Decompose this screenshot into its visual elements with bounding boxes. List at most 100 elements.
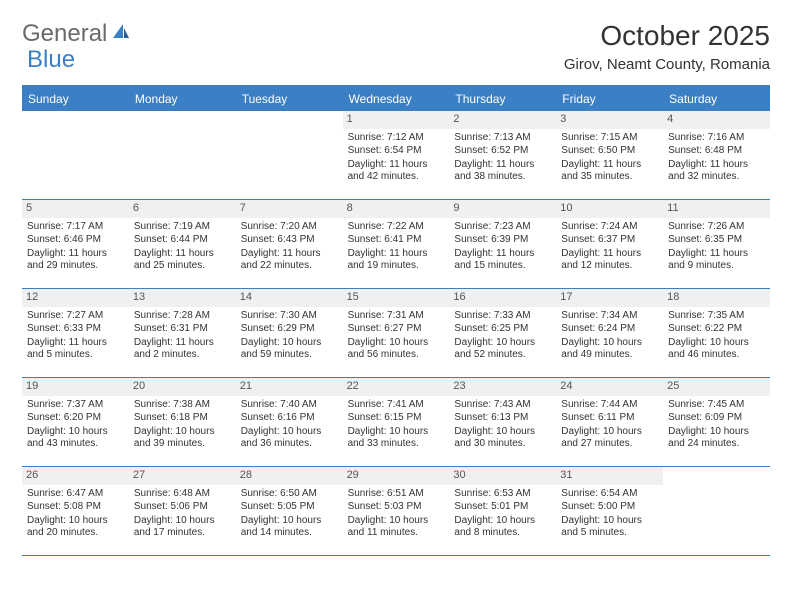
day-number: 22 [343, 378, 450, 396]
day-header-row: Sunday Monday Tuesday Wednesday Thursday… [22, 87, 770, 111]
daylight-text: Daylight: 11 hours and 12 minutes. [561, 248, 658, 273]
daylight-text: Daylight: 11 hours and 35 minutes. [561, 159, 658, 184]
day-number: 9 [449, 200, 556, 218]
daylight-text: Daylight: 11 hours and 15 minutes. [454, 248, 551, 273]
day-cell: 18Sunrise: 7:35 AMSunset: 6:22 PMDayligh… [663, 289, 770, 377]
sunset-text: Sunset: 6:54 PM [348, 145, 445, 158]
location: Girov, Neamt County, Romania [564, 56, 770, 73]
day-number: 14 [236, 289, 343, 307]
day-cell: 24Sunrise: 7:44 AMSunset: 6:11 PMDayligh… [556, 378, 663, 466]
sunrise-text: Sunrise: 6:53 AM [454, 488, 551, 501]
day-cell: 20Sunrise: 7:38 AMSunset: 6:18 PMDayligh… [129, 378, 236, 466]
sunset-text: Sunset: 6:33 PM [27, 323, 124, 336]
day-cell: 21Sunrise: 7:40 AMSunset: 6:16 PMDayligh… [236, 378, 343, 466]
sunset-text: Sunset: 6:50 PM [561, 145, 658, 158]
day-number: 29 [343, 467, 450, 485]
sunset-text: Sunset: 6:37 PM [561, 234, 658, 247]
daylight-text: Daylight: 10 hours and 5 minutes. [561, 515, 658, 540]
daylight-text: Daylight: 11 hours and 2 minutes. [134, 337, 231, 362]
sunset-text: Sunset: 6:24 PM [561, 323, 658, 336]
week-row: ...1Sunrise: 7:12 AMSunset: 6:54 PMDayli… [22, 111, 770, 200]
daylight-text: Daylight: 11 hours and 32 minutes. [668, 159, 765, 184]
sunset-text: Sunset: 6:15 PM [348, 412, 445, 425]
sunset-text: Sunset: 6:27 PM [348, 323, 445, 336]
logo-sail-icon [111, 22, 131, 40]
day-number: 19 [22, 378, 129, 396]
daylight-text: Daylight: 10 hours and 24 minutes. [668, 426, 765, 451]
daylight-text: Daylight: 10 hours and 30 minutes. [454, 426, 551, 451]
dayhead-thu: Thursday [449, 87, 556, 111]
sunset-text: Sunset: 6:35 PM [668, 234, 765, 247]
sunrise-text: Sunrise: 7:24 AM [561, 221, 658, 234]
sunrise-text: Sunrise: 7:20 AM [241, 221, 338, 234]
day-cell: 16Sunrise: 7:33 AMSunset: 6:25 PMDayligh… [449, 289, 556, 377]
header: General October 2025 Girov, Neamt County… [22, 20, 770, 73]
day-cell: 4Sunrise: 7:16 AMSunset: 6:48 PMDaylight… [663, 111, 770, 199]
daylight-text: Daylight: 11 hours and 22 minutes. [241, 248, 338, 273]
day-number: 13 [129, 289, 236, 307]
dayhead-wed: Wednesday [343, 87, 450, 111]
daylight-text: Daylight: 11 hours and 42 minutes. [348, 159, 445, 184]
day-number: 6 [129, 200, 236, 218]
daylight-text: Daylight: 11 hours and 5 minutes. [27, 337, 124, 362]
day-cell: 31Sunrise: 6:54 AMSunset: 5:00 PMDayligh… [556, 467, 663, 555]
sunset-text: Sunset: 6:52 PM [454, 145, 551, 158]
day-number: 10 [556, 200, 663, 218]
sunset-text: Sunset: 6:31 PM [134, 323, 231, 336]
day-number: 18 [663, 289, 770, 307]
day-cell: 3Sunrise: 7:15 AMSunset: 6:50 PMDaylight… [556, 111, 663, 199]
day-number: 24 [556, 378, 663, 396]
day-cell: 27Sunrise: 6:48 AMSunset: 5:06 PMDayligh… [129, 467, 236, 555]
day-number: 25 [663, 378, 770, 396]
sunset-text: Sunset: 6:39 PM [454, 234, 551, 247]
sunrise-text: Sunrise: 7:17 AM [27, 221, 124, 234]
week-row: 5Sunrise: 7:17 AMSunset: 6:46 PMDaylight… [22, 200, 770, 289]
week-row: 12Sunrise: 7:27 AMSunset: 6:33 PMDayligh… [22, 289, 770, 378]
sunrise-text: Sunrise: 7:12 AM [348, 132, 445, 145]
day-cell: 22Sunrise: 7:41 AMSunset: 6:15 PMDayligh… [343, 378, 450, 466]
sunrise-text: Sunrise: 7:15 AM [561, 132, 658, 145]
dayhead-fri: Friday [556, 87, 663, 111]
day-number: 26 [22, 467, 129, 485]
logo-text-general: General [22, 20, 107, 48]
day-number: 8 [343, 200, 450, 218]
daylight-text: Daylight: 11 hours and 19 minutes. [348, 248, 445, 273]
sunrise-text: Sunrise: 7:33 AM [454, 310, 551, 323]
dayhead-tue: Tuesday [236, 87, 343, 111]
sunset-text: Sunset: 6:11 PM [561, 412, 658, 425]
daylight-text: Daylight: 11 hours and 9 minutes. [668, 248, 765, 273]
sunrise-text: Sunrise: 7:38 AM [134, 399, 231, 412]
day-cell: 5Sunrise: 7:17 AMSunset: 6:46 PMDaylight… [22, 200, 129, 288]
sunset-text: Sunset: 6:48 PM [668, 145, 765, 158]
sunset-text: Sunset: 5:03 PM [348, 501, 445, 514]
sunset-text: Sunset: 5:00 PM [561, 501, 658, 514]
day-number: 7 [236, 200, 343, 218]
daylight-text: Daylight: 10 hours and 43 minutes. [27, 426, 124, 451]
day-number: 23 [449, 378, 556, 396]
sunset-text: Sunset: 6:20 PM [27, 412, 124, 425]
day-cell: 19Sunrise: 7:37 AMSunset: 6:20 PMDayligh… [22, 378, 129, 466]
day-number: 4 [663, 111, 770, 129]
dayhead-sun: Sunday [22, 87, 129, 111]
weeks-container: ...1Sunrise: 7:12 AMSunset: 6:54 PMDayli… [22, 111, 770, 556]
daylight-text: Daylight: 10 hours and 39 minutes. [134, 426, 231, 451]
sunset-text: Sunset: 6:29 PM [241, 323, 338, 336]
sunrise-text: Sunrise: 7:45 AM [668, 399, 765, 412]
day-cell: 25Sunrise: 7:45 AMSunset: 6:09 PMDayligh… [663, 378, 770, 466]
sunrise-text: Sunrise: 7:35 AM [668, 310, 765, 323]
day-cell: 10 Sunrise: 7:24 AMSunset: 6:37 PMDayligh… [556, 200, 663, 288]
sunrise-text: Sunrise: 7:23 AM [454, 221, 551, 234]
daylight-text: Daylight: 10 hours and 36 minutes. [241, 426, 338, 451]
sunrise-text: Sunrise: 6:48 AM [134, 488, 231, 501]
sunrise-text: Sunrise: 6:50 AM [241, 488, 338, 501]
day-cell: 12Sunrise: 7:27 AMSunset: 6:33 PMDayligh… [22, 289, 129, 377]
daylight-text: Daylight: 10 hours and 56 minutes. [348, 337, 445, 362]
week-row: 26 Sunrise: 6:47 AMSunset: 5:08 PM Dayligh… [22, 467, 770, 556]
sunset-text: Sunset: 5:08 PM [27, 501, 124, 514]
day-cell: . [236, 111, 343, 199]
sunset-text: Sunset: 6:44 PM [134, 234, 231, 247]
day-number: 20 [129, 378, 236, 396]
sunrise-text: Sunrise: 6:47 AM [27, 488, 124, 501]
sunrise-text: Sunrise: 7:19 AM [134, 221, 231, 234]
title-block: October 2025 Girov, Neamt County, Romani… [564, 20, 770, 73]
